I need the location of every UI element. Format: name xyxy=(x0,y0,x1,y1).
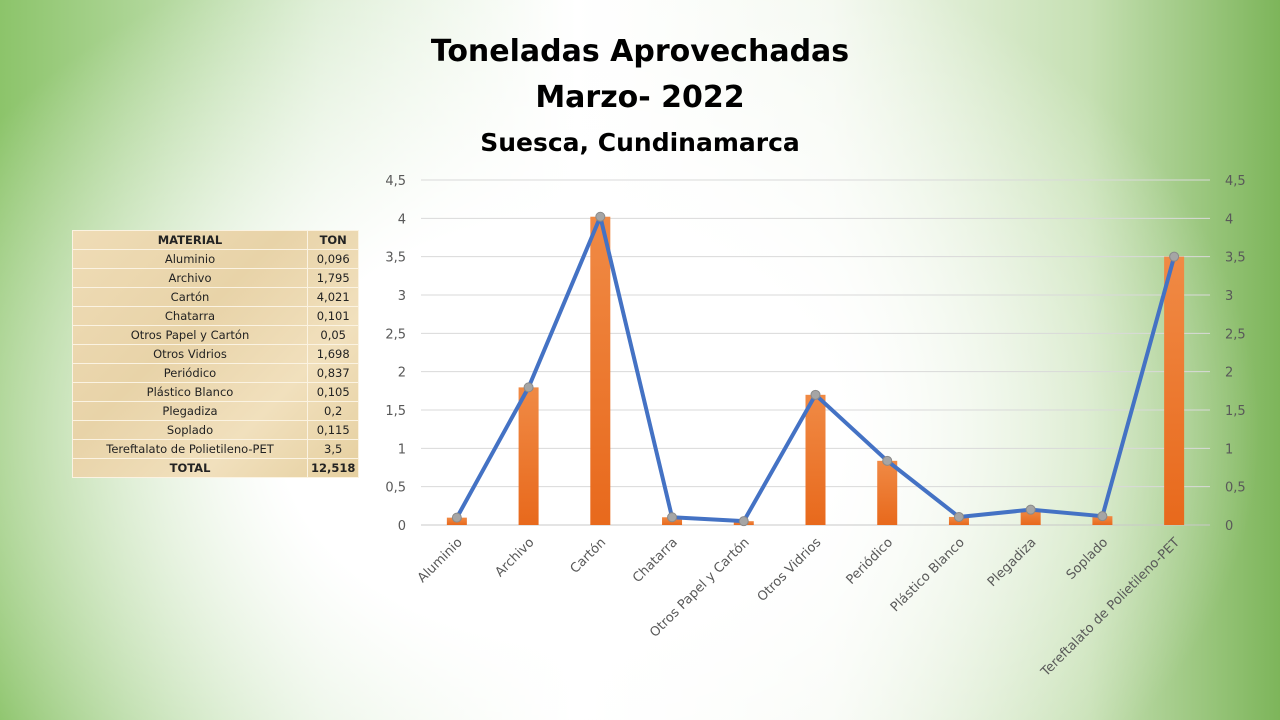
line-point xyxy=(523,382,534,393)
x-tick-label: Tereftalato de Polietileno-PET xyxy=(1038,535,1183,680)
y-tick-left: 0,5 xyxy=(385,481,406,496)
line-point xyxy=(1097,511,1108,522)
bar xyxy=(1020,509,1041,525)
chart-subtitle: Marzo- 2022 xyxy=(535,80,745,115)
line-point xyxy=(1025,504,1036,515)
total-label: TOTAL xyxy=(72,458,308,478)
table-row: Archivo 1,795 xyxy=(72,268,360,288)
y-tick-right: 2 xyxy=(1225,366,1233,381)
bar xyxy=(518,387,539,525)
line-point xyxy=(1169,251,1180,262)
line-point xyxy=(810,389,821,400)
y-tick-left: 1 xyxy=(398,442,406,457)
line-point xyxy=(667,512,678,523)
x-tick-label: Chatarra xyxy=(630,535,681,586)
material-cell: Chatarra xyxy=(72,306,308,326)
y-tick-left: 0 xyxy=(398,519,406,534)
x-tick-label: Periódico xyxy=(844,535,897,588)
chart-location: Suesca, Cundinamarca xyxy=(480,128,800,157)
material-table: MATERIAL TON Aluminio 0,096 Archivo 1,795 Ca… xyxy=(72,230,360,478)
x-tick-label: Archivo xyxy=(492,535,537,580)
y-tick-left: 3 xyxy=(398,289,406,304)
ton-cell: 0,101 xyxy=(306,306,360,326)
y-tick-left: 1,5 xyxy=(385,404,406,419)
y-tick-right: 4,5 xyxy=(1225,174,1246,189)
bar xyxy=(1164,256,1185,525)
y-tick-right: 0,5 xyxy=(1225,481,1246,496)
table-row: Plegadiza 0,2 xyxy=(72,401,360,421)
table-row: Aluminio 0,096 xyxy=(72,249,360,269)
x-tick-label: Cartón xyxy=(568,535,609,576)
y-tick-left: 3,5 xyxy=(385,251,406,266)
line-point xyxy=(882,455,893,466)
y-tick-right: 3,5 xyxy=(1225,251,1246,266)
material-cell: Plegadiza xyxy=(72,401,308,421)
table-row: Chatarra 0,101 xyxy=(72,306,360,326)
y-tick-right: 0 xyxy=(1225,519,1233,534)
x-tick-label: Soplado xyxy=(1064,535,1112,583)
chart-title: Toneladas Aprovechadas xyxy=(430,34,850,69)
y-tick-left: 4,5 xyxy=(385,174,406,189)
x-tick-label: Plástico Blanco xyxy=(888,535,968,615)
line-point xyxy=(738,516,749,527)
y-tick-right: 3 xyxy=(1225,289,1233,304)
table-row: Otros Vidrios 1,698 xyxy=(72,344,360,364)
bar xyxy=(590,216,611,525)
y-tick-right: 4 xyxy=(1225,212,1233,227)
line-point xyxy=(953,511,964,522)
line-point xyxy=(595,211,606,222)
x-tick-label: Otros Vidrios xyxy=(755,535,825,605)
y-tick-right: 1 xyxy=(1225,442,1233,457)
y-tick-left: 2,5 xyxy=(385,327,406,342)
bar xyxy=(877,460,898,525)
y-tick-left: 2 xyxy=(398,366,406,381)
ton-cell: 1,795 xyxy=(306,268,360,288)
y-tick-left: 4 xyxy=(398,212,406,227)
y-tick-right: 1,5 xyxy=(1225,404,1246,419)
table-row: Soplado 0,115 xyxy=(72,420,360,440)
x-tick-label: Plegadiza xyxy=(985,535,1040,590)
y-tick-right: 2,5 xyxy=(1225,327,1246,342)
line-point xyxy=(451,512,462,523)
bar xyxy=(805,394,826,525)
material-cell: Tereftalato de Polietileno-PET xyxy=(72,439,308,459)
ton-cell: 1,698 xyxy=(306,344,360,364)
total-row: TOTAL 12,518 xyxy=(72,458,360,478)
x-tick-label: Aluminio xyxy=(415,535,466,586)
total-value: 12,518 xyxy=(306,458,360,478)
ton-cell: 4,021 xyxy=(306,287,360,307)
table-row: Tereftalato de Polietileno-PET 3,5 xyxy=(72,439,360,459)
